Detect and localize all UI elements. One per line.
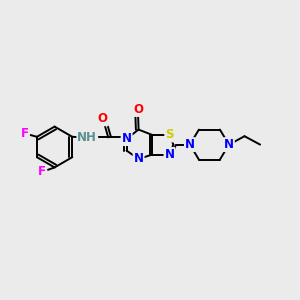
Text: NH: NH [77,131,97,144]
Text: N: N [224,138,234,151]
Text: F: F [38,165,46,178]
Text: N: N [164,148,175,161]
Text: N: N [122,132,132,145]
Text: O: O [133,103,143,116]
Text: N: N [185,138,195,151]
Text: S: S [165,128,174,142]
Text: O: O [98,112,108,125]
Text: N: N [134,152,144,166]
Text: F: F [21,127,29,140]
